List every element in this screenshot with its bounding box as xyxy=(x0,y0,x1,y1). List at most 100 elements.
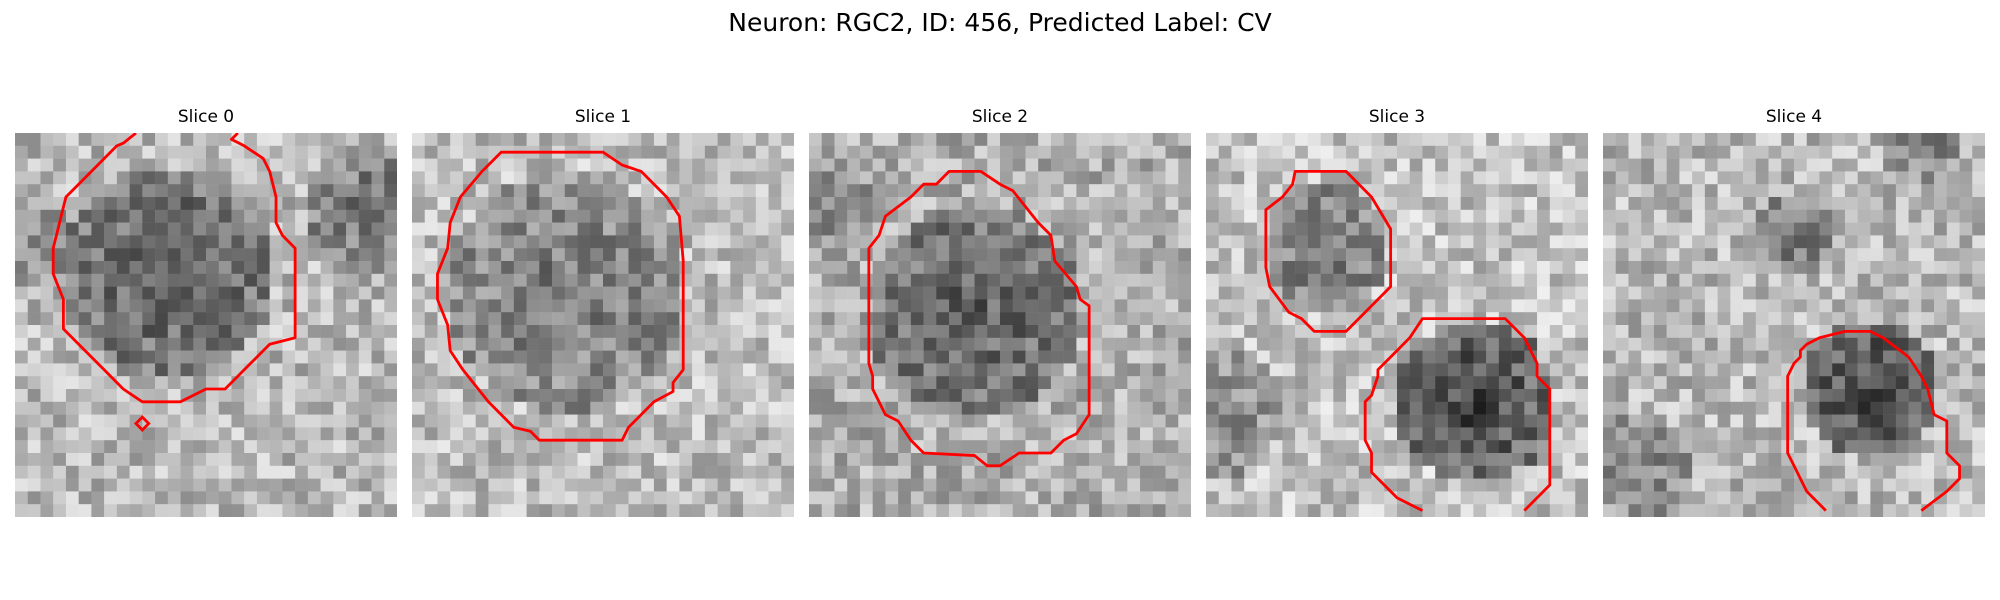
pixel xyxy=(104,158,118,172)
pixel xyxy=(193,158,207,172)
pixel xyxy=(1486,171,1500,185)
pixel xyxy=(155,286,169,300)
pixel xyxy=(231,491,245,505)
pixel xyxy=(1498,197,1512,211)
pixel xyxy=(462,261,476,275)
pixel xyxy=(412,337,425,351)
pixel xyxy=(1486,350,1500,364)
pixel xyxy=(155,363,169,377)
pixel xyxy=(513,478,527,492)
pixel xyxy=(1358,376,1372,390)
pixel xyxy=(1844,350,1858,364)
pixel xyxy=(1307,235,1321,249)
pixel xyxy=(590,337,604,351)
pixel xyxy=(180,440,194,454)
pixel xyxy=(809,376,822,390)
pixel xyxy=(717,389,731,403)
pixel xyxy=(513,171,527,185)
pixel xyxy=(717,299,731,313)
pixel xyxy=(1972,350,1985,364)
pixel xyxy=(577,184,591,198)
pixel xyxy=(768,401,782,415)
pixel xyxy=(424,376,438,390)
pixel xyxy=(1333,133,1347,147)
pixel xyxy=(129,158,143,172)
pixel xyxy=(27,376,41,390)
pixel xyxy=(1050,171,1064,185)
pixel xyxy=(1921,299,1935,313)
pixel xyxy=(1857,478,1871,492)
pixel xyxy=(1575,350,1588,364)
pixel xyxy=(1244,286,1258,300)
pixel xyxy=(1857,235,1871,249)
pixel xyxy=(1346,363,1360,377)
pixel xyxy=(358,235,372,249)
pixel xyxy=(949,235,963,249)
pixel xyxy=(167,427,181,441)
pixel xyxy=(730,478,744,492)
pixel xyxy=(704,197,718,211)
pixel xyxy=(40,222,54,236)
pixel xyxy=(91,261,105,275)
pixel xyxy=(539,286,553,300)
pixel xyxy=(898,478,912,492)
pixel xyxy=(256,478,270,492)
pixel xyxy=(1755,453,1769,467)
pixel xyxy=(155,197,169,211)
pixel xyxy=(1730,350,1744,364)
pixel xyxy=(218,299,232,313)
pixel xyxy=(1447,350,1461,364)
pixel xyxy=(27,299,41,313)
slice-panel-1: Slice 1 xyxy=(412,107,794,517)
pixel xyxy=(167,261,181,275)
pixel xyxy=(307,465,321,479)
pixel xyxy=(437,184,451,198)
pixel xyxy=(1692,504,1706,517)
pixel xyxy=(1101,465,1115,479)
pixel xyxy=(269,312,283,326)
pixel xyxy=(872,145,886,159)
pixel xyxy=(1511,312,1525,326)
pixel xyxy=(1127,491,1141,505)
pixel xyxy=(513,312,527,326)
pixel xyxy=(1575,261,1588,275)
pixel xyxy=(577,414,591,428)
pixel xyxy=(1206,389,1219,403)
pixel xyxy=(231,197,245,211)
pixel xyxy=(679,325,693,339)
pixel xyxy=(155,453,169,467)
pixel xyxy=(615,273,629,287)
pixel xyxy=(1615,235,1629,249)
pixel xyxy=(231,158,245,172)
pixel xyxy=(755,401,769,415)
pixel xyxy=(1537,197,1551,211)
pixel xyxy=(1704,325,1718,339)
pixel xyxy=(1231,184,1245,198)
pixel xyxy=(1679,235,1693,249)
pixel xyxy=(65,478,79,492)
pixel xyxy=(781,209,794,223)
pixel xyxy=(1000,158,1013,172)
pixel xyxy=(692,145,706,159)
pixel xyxy=(91,248,105,262)
pixel xyxy=(501,478,515,492)
pixel xyxy=(809,478,822,492)
pixel xyxy=(923,453,937,467)
pixel xyxy=(1206,440,1219,454)
pixel xyxy=(526,286,540,300)
pixel xyxy=(1934,504,1948,517)
pixel xyxy=(167,209,181,223)
pixel xyxy=(307,491,321,505)
pixel xyxy=(1562,504,1576,517)
pixel xyxy=(1422,299,1436,313)
pixel xyxy=(539,376,553,390)
pixel xyxy=(1473,171,1487,185)
pixel xyxy=(1269,337,1283,351)
pixel xyxy=(1959,299,1973,313)
pixel xyxy=(1679,197,1693,211)
pixel xyxy=(1089,133,1103,147)
pixel xyxy=(501,222,515,236)
pixel xyxy=(424,414,438,428)
pixel xyxy=(1832,145,1846,159)
pixel xyxy=(513,389,527,403)
